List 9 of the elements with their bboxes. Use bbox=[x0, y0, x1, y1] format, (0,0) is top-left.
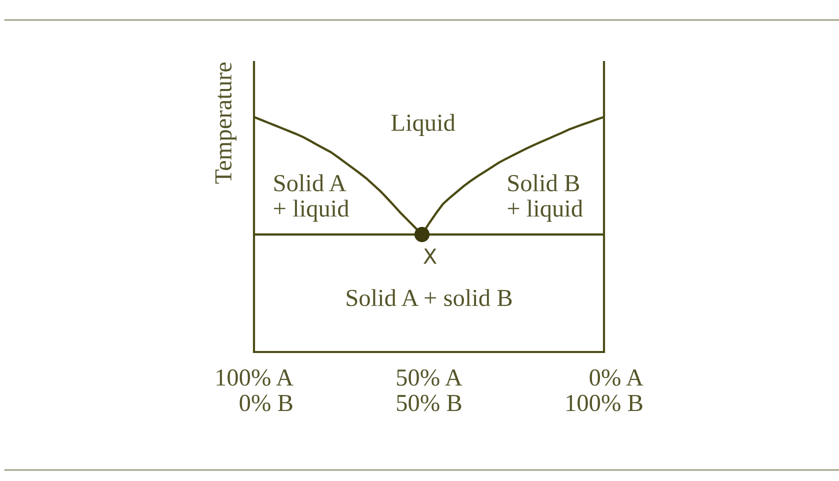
y-axis-title: Temperature bbox=[215, 62, 236, 184]
x-tick-label: 100% A 0% B bbox=[216, 369, 294, 412]
x-tick-label: 0% A 100% B bbox=[566, 369, 644, 412]
annotation: Solid B + liquid bbox=[508, 174, 583, 222]
annotation: Solid A + solid B bbox=[346, 289, 512, 306]
annotation: Liquid bbox=[391, 114, 456, 136]
annotation: Solid A + liquid bbox=[274, 174, 350, 222]
annotation: X bbox=[424, 248, 437, 264]
x-tick-label: 50% A 50% B bbox=[396, 369, 462, 412]
